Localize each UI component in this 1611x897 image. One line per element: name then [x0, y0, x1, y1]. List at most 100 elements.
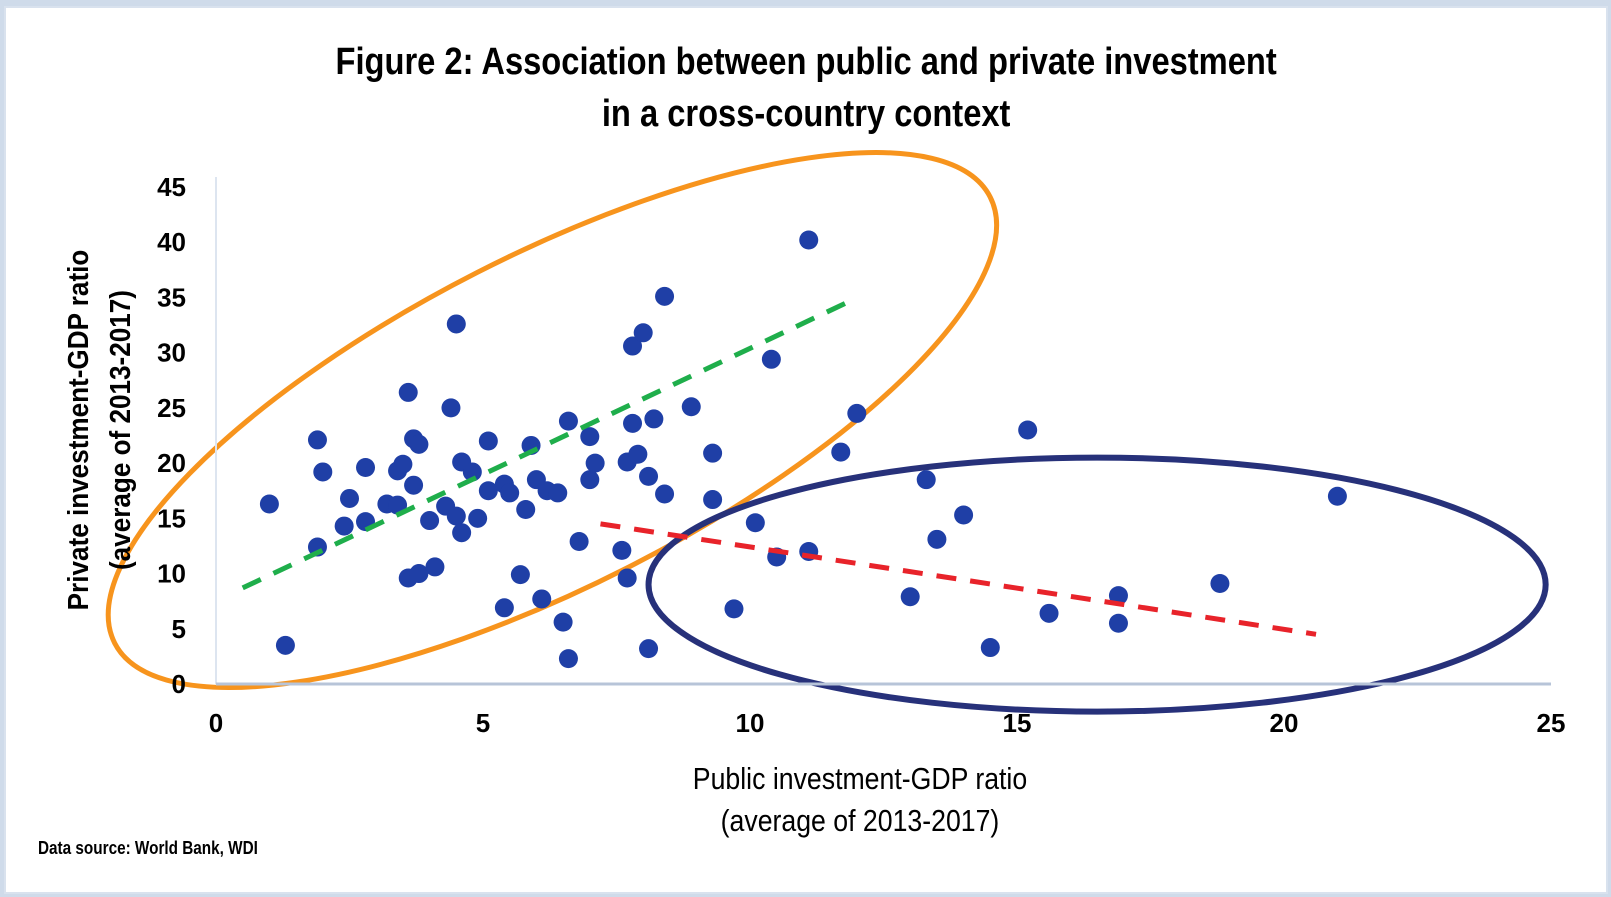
data-point — [468, 508, 488, 528]
data-point — [724, 599, 744, 619]
data-point — [478, 481, 498, 501]
y-axis-title: Private investment-GDP ratio (average of… — [58, 205, 142, 655]
data-point — [462, 462, 482, 482]
y-tick-label: 0 — [172, 669, 186, 699]
cluster-ellipse-high-public — [645, 454, 1549, 715]
data-point — [980, 638, 1000, 658]
data-point — [409, 564, 429, 584]
y-tick-label: 30 — [157, 338, 186, 368]
x-tick-label: 5 — [476, 708, 490, 738]
data-point — [1039, 603, 1059, 623]
cluster-annotations — [105, 150, 1549, 715]
chart-title-line1: Figure 2: Association between public and… — [335, 41, 1277, 83]
data-point — [655, 484, 675, 504]
data-point — [580, 427, 600, 447]
data-point — [558, 411, 578, 431]
data-point — [628, 444, 648, 464]
x-tick-label: 20 — [1270, 708, 1299, 738]
data-point — [623, 413, 643, 433]
data-point — [639, 466, 659, 486]
data-point — [446, 314, 466, 334]
y-axis-ticks: 0 5 10 15 20 25 30 35 40 45 — [157, 172, 186, 699]
trendline-low-public — [241, 300, 848, 591]
data-point — [510, 565, 530, 585]
data-point — [340, 488, 359, 508]
x-tick-label: 25 — [1537, 708, 1566, 738]
data-point — [745, 513, 765, 533]
data-point — [334, 516, 354, 536]
data-point — [494, 598, 514, 618]
data-point — [831, 442, 851, 462]
data-point — [516, 499, 536, 519]
data-point — [916, 470, 936, 490]
x-axis-title-line2: (average of 2013-2017) — [720, 803, 1000, 838]
data-point — [356, 458, 376, 478]
data-point — [1327, 486, 1347, 506]
data-point — [313, 462, 333, 482]
y-tick-label: 20 — [157, 448, 186, 478]
data-point — [580, 470, 600, 490]
x-axis-title-line1: Public investment-GDP ratio — [692, 761, 1028, 796]
data-point — [478, 431, 498, 451]
y-tick-label: 40 — [157, 227, 186, 257]
y-tick-label: 45 — [157, 172, 186, 202]
x-axis-ticks: 0 5 10 15 20 25 — [209, 708, 1566, 738]
data-point — [548, 483, 568, 503]
data-point — [703, 490, 723, 510]
data-point — [900, 587, 920, 607]
x-tick-label: 10 — [736, 708, 765, 738]
data-point — [847, 403, 867, 423]
y-tick-label: 5 — [172, 614, 186, 644]
data-point — [681, 397, 701, 417]
data-point — [954, 505, 974, 525]
chart-title: Figure 2: Association between public and… — [113, 36, 1498, 140]
data-point — [532, 589, 552, 609]
data-point — [307, 430, 327, 450]
data-point — [409, 434, 429, 454]
y-axis-title-line1: Private investment-GDP ratio — [63, 249, 95, 611]
data-point — [639, 639, 659, 659]
data-point — [569, 532, 589, 552]
data-point — [500, 483, 520, 503]
y-tick-label: 10 — [157, 559, 186, 589]
data-point — [452, 523, 472, 543]
data-point — [425, 557, 445, 577]
data-point — [703, 443, 723, 463]
data-point — [612, 540, 632, 560]
y-tick-label: 35 — [157, 282, 186, 312]
data-point — [1210, 573, 1230, 593]
data-point — [655, 286, 675, 306]
cluster-ellipse-low-public — [105, 150, 1000, 690]
data-point — [644, 409, 664, 429]
data-point — [1108, 586, 1128, 606]
chart-frame — [4, 6, 1608, 894]
y-tick-label: 25 — [157, 393, 186, 423]
data-point — [446, 506, 466, 526]
data-point — [1018, 420, 1038, 440]
x-axis-title: Public investment-GDP ratio (average of … — [602, 758, 1118, 842]
data-point — [553, 612, 573, 632]
data-point — [799, 230, 819, 250]
data-point — [558, 649, 578, 669]
data-point — [259, 494, 279, 514]
data-point — [275, 635, 295, 655]
data-point — [623, 336, 643, 356]
chart-title-line2: in a cross-country context — [601, 93, 1011, 135]
x-tick-label: 0 — [209, 708, 223, 738]
y-axis-title-line2: (average of 2013-2017) — [105, 289, 137, 571]
data-point — [633, 323, 653, 343]
y-tick-label: 15 — [157, 503, 186, 533]
trendline-high-public — [600, 521, 1317, 637]
data-point — [420, 511, 440, 531]
x-tick-label: 15 — [1003, 708, 1032, 738]
data-point — [761, 349, 781, 369]
data-point — [398, 382, 418, 402]
trendlines — [241, 300, 1317, 637]
data-point — [617, 568, 637, 588]
data-point — [441, 398, 461, 418]
data-point — [585, 453, 605, 473]
data-points — [259, 230, 1347, 669]
data-point — [927, 529, 947, 549]
data-point — [404, 475, 424, 495]
